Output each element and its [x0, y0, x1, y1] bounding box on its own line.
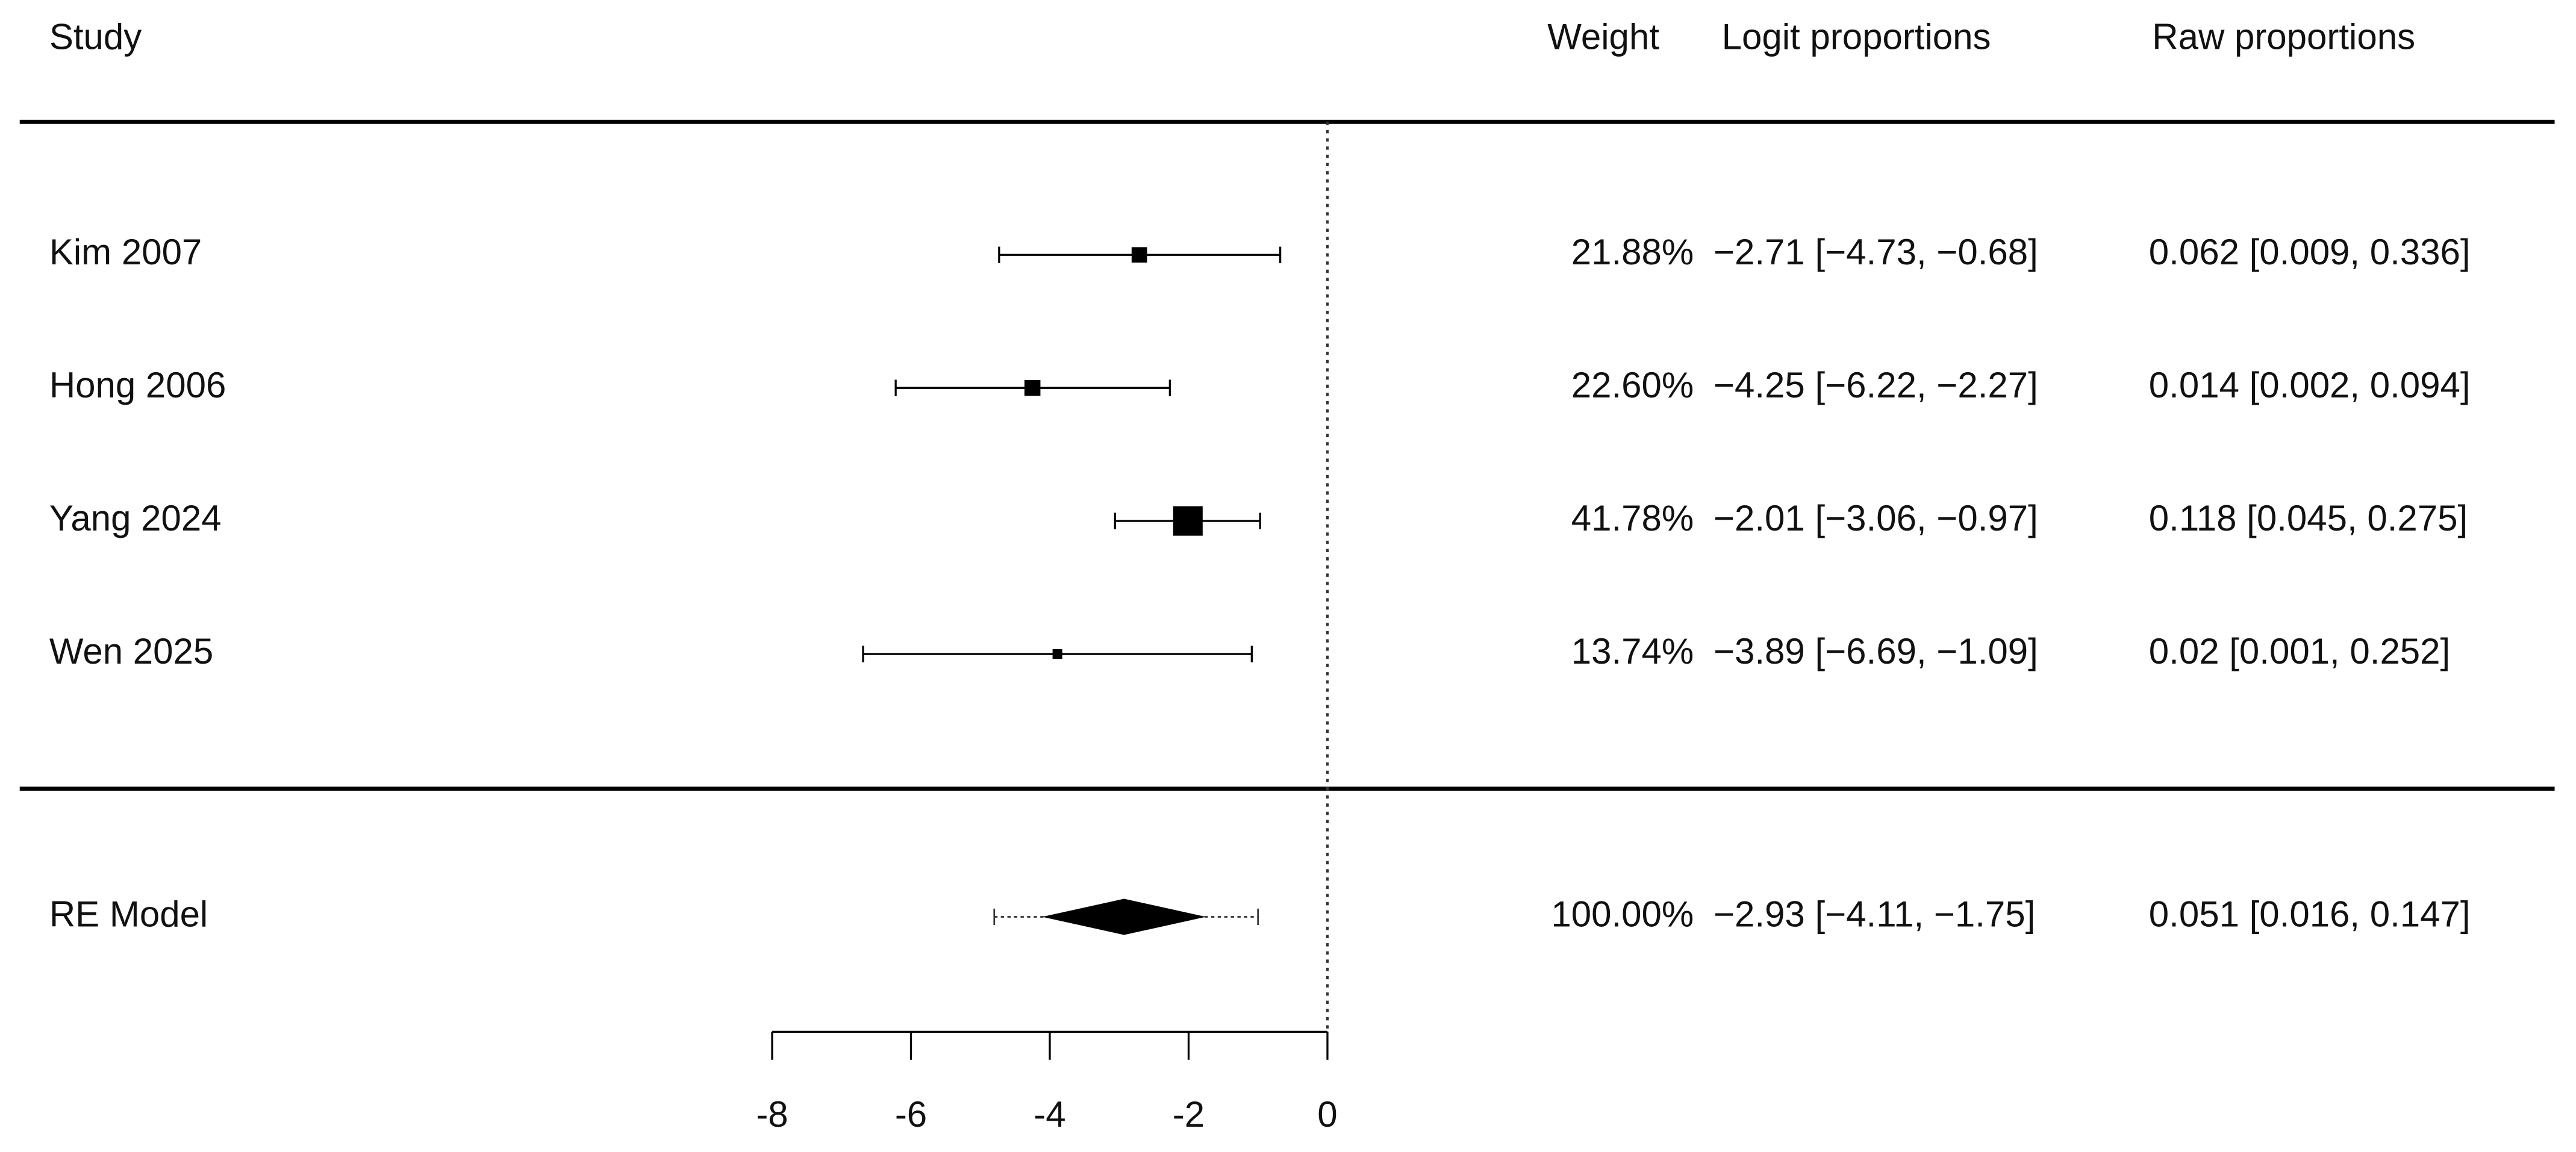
x-tick-label: 0	[1317, 1094, 1337, 1135]
raw-header: Raw proportions	[2152, 17, 2415, 57]
study-label: Kim 2007	[49, 232, 202, 272]
logit-label: −2.71 [−4.73, −0.68]	[1714, 232, 2038, 272]
x-tick-label: -2	[1173, 1094, 1205, 1135]
x-tick-label: -6	[895, 1094, 927, 1135]
study-label: Hong 2006	[49, 365, 226, 405]
weight-label: 22.60%	[1571, 365, 1694, 405]
logit-header: Logit proportions	[1722, 17, 1991, 57]
logit-label: −2.01 [−3.06, −0.97]	[1714, 498, 2038, 538]
study-label: Wen 2025	[49, 631, 213, 671]
summary-diamond	[1042, 898, 1206, 935]
raw-label: 0.02 [0.001, 0.252]	[2149, 631, 2450, 671]
x-tick-label: -8	[756, 1094, 788, 1135]
logit-label: −4.25 [−6.22, −2.27]	[1714, 365, 2038, 405]
point-estimate	[1131, 247, 1147, 263]
weight-label: 100.00%	[1551, 894, 1694, 934]
point-estimate	[1052, 649, 1062, 659]
raw-label: 0.014 [0.002, 0.094]	[2149, 365, 2471, 405]
x-tick-label: -4	[1034, 1094, 1065, 1135]
point-estimate	[1024, 379, 1041, 396]
logit-label: −3.89 [−6.69, −1.09]	[1714, 631, 2038, 671]
point-estimate	[1173, 506, 1203, 536]
weight-label: 21.88%	[1571, 232, 1694, 272]
raw-label: 0.062 [0.009, 0.336]	[2149, 232, 2471, 272]
study-label: Yang 2024	[49, 498, 222, 538]
raw-label: 0.051 [0.016, 0.147]	[2149, 894, 2471, 934]
study-header: Study	[49, 17, 142, 57]
logit-label: −2.93 [−4.11, −1.75]	[1714, 894, 2035, 934]
weight-header: Weight	[1547, 17, 1659, 57]
weight-label: 13.74%	[1571, 631, 1694, 671]
summary-label: RE Model	[49, 894, 208, 934]
weight-label: 41.78%	[1571, 498, 1694, 538]
raw-label: 0.118 [0.045, 0.275]	[2149, 498, 2468, 538]
